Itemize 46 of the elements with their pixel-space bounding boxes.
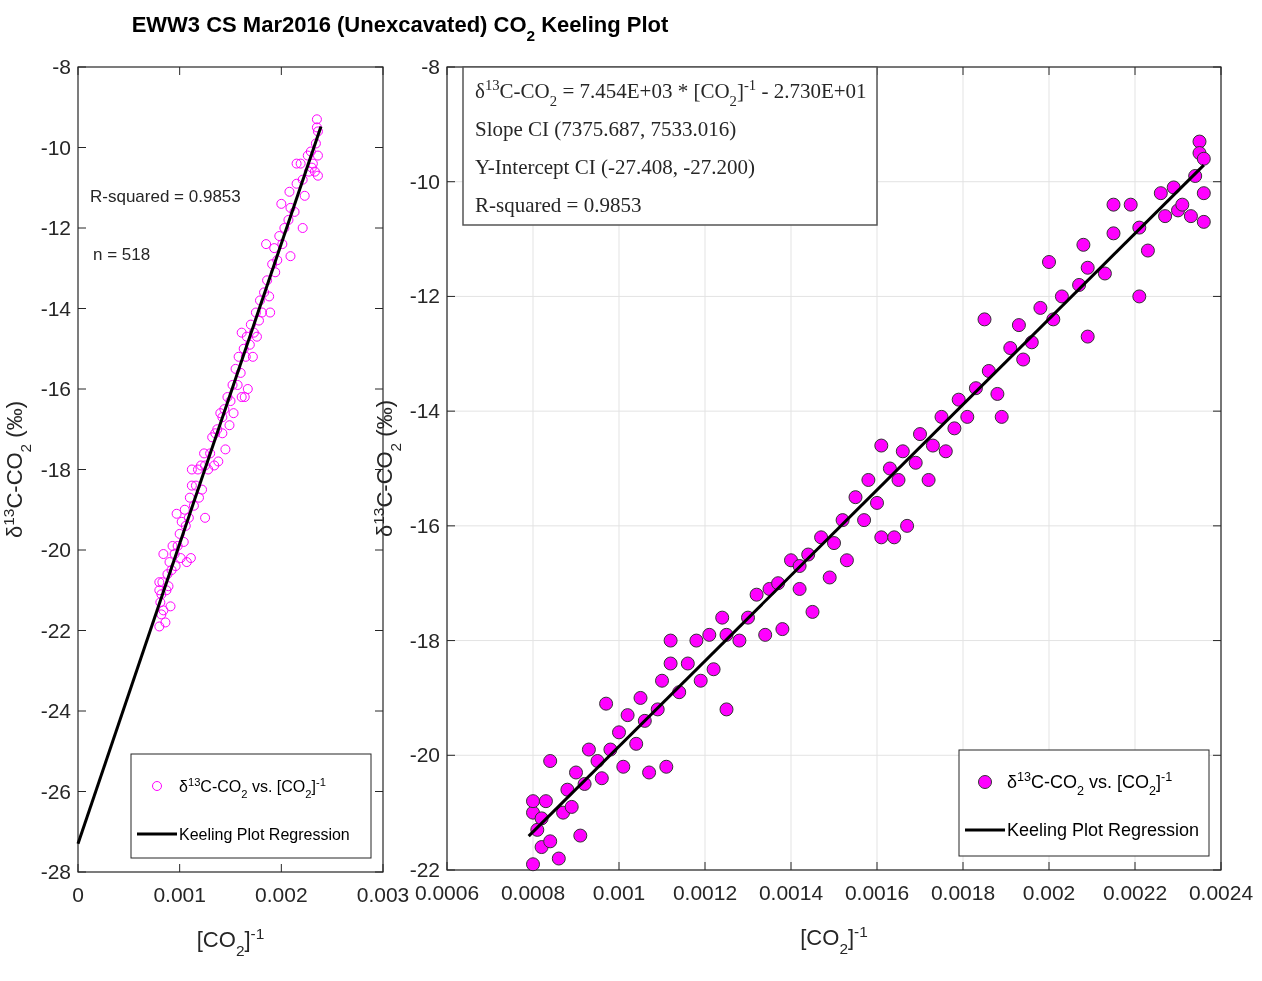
y-tick-label: -28 <box>40 860 71 883</box>
x-tick-label: 0 <box>72 883 84 906</box>
y-tick-label: -18 <box>409 628 440 652</box>
x-tick-label: 0.001 <box>592 881 646 904</box>
annotation: R-squared = 0.9853 <box>475 193 642 217</box>
legend-label: Keeling Plot Regression <box>1007 820 1200 840</box>
annotation: Y-Intercept CI (-27.408, -27.200) <box>475 155 755 179</box>
x-tick-label: 0.0016 <box>844 881 910 904</box>
y-tick-label: -12 <box>40 216 71 239</box>
x-tick-label: 0.003 <box>356 883 410 906</box>
y-tick-label: -26 <box>40 779 71 803</box>
x-tick-label: 0.0018 <box>930 881 996 904</box>
y-tick-label: -8 <box>52 55 71 78</box>
chart-title: EWW3 CS Mar2016 (Unexcavated) CO$_{2}$ Keeling Plot <box>131 12 670 44</box>
x-tick-label: 0.002 <box>1022 881 1076 904</box>
y-tick-label: -24 <box>40 699 72 722</box>
y-tick-label: -22 <box>409 858 440 881</box>
x-axis-title: [CO$_{2}$]$^{-1}$ <box>196 924 265 959</box>
x-tick-label: 0.0024 <box>1188 881 1254 904</box>
y-tick-label: -14 <box>409 399 441 423</box>
x-tick-label: 0.0022 <box>1102 881 1168 904</box>
y-tick-label: -14 <box>40 296 72 320</box>
y-tick-label: -18 <box>40 457 71 481</box>
legend-label: δ$^{13}$C-CO$_{2}$ vs. [CO$_{2}$]$^{-1}$ <box>179 776 326 800</box>
annotation: Slope CI (7375.687, 7533.016) <box>475 117 737 141</box>
y-tick-label: -16 <box>40 377 71 400</box>
y-tick-label: -12 <box>409 284 440 308</box>
y-tick-label: -10 <box>40 135 71 159</box>
y-tick-label: -10 <box>409 169 440 193</box>
x-axis-title: [CO$_{2}$]$^{-1}$ <box>800 922 868 957</box>
x-tick-label: 0.001 <box>153 883 206 906</box>
y-tick-label: -8 <box>421 55 440 78</box>
y-tick-label: -22 <box>40 618 71 642</box>
legend-label: Keeling Plot Regression <box>179 826 350 843</box>
annotation: n = 518 <box>93 245 151 264</box>
y-tick-label: -20 <box>409 743 440 767</box>
text: δ$^{13}$C-CO$_{2}$ = 7.454E+03 * [CO$_{2}$]$^{-1}$ - 2.730E+01 <box>475 77 867 109</box>
annotation: R-squared = 0.9853 <box>90 187 241 206</box>
x-tick-label: 0.0012 <box>672 881 738 904</box>
x-tick-label: 0.002 <box>255 883 308 906</box>
y-tick-label: -16 <box>409 513 440 537</box>
legend-label: δ$^{13}$C-CO$_{2}$ vs. [CO$_{2}$]$^{-1}$ <box>1007 770 1173 798</box>
x-tick-label: 0.0014 <box>758 881 824 904</box>
y-tick-label: -20 <box>40 538 71 561</box>
x-tick-label: 0.0006 <box>414 881 480 904</box>
x-tick-label: 0.0008 <box>500 881 566 904</box>
